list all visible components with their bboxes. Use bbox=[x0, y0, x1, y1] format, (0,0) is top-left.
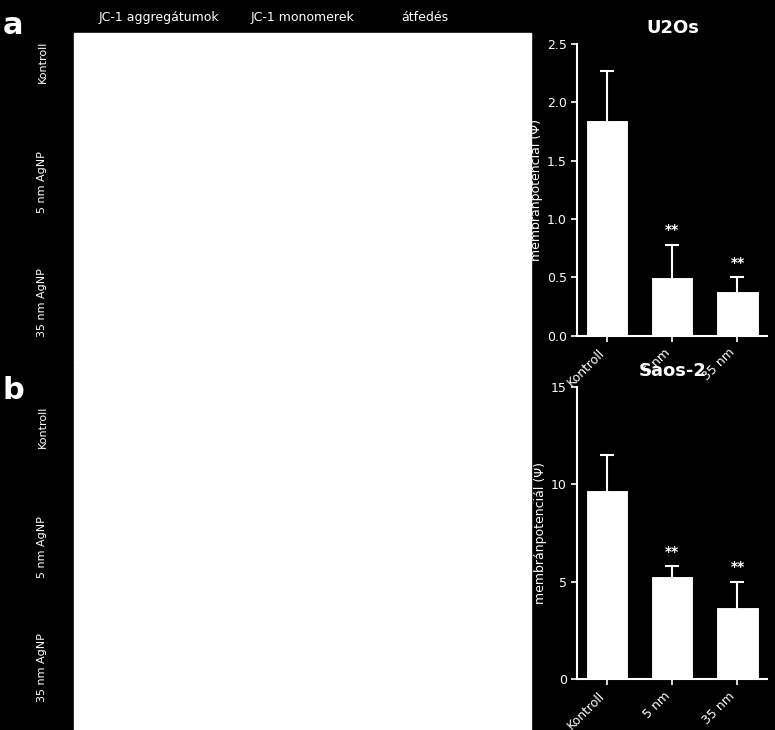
Text: Kontroll: Kontroll bbox=[37, 406, 47, 448]
Text: JC-1 monomerek: JC-1 monomerek bbox=[251, 11, 354, 24]
Text: 35 nm AgNP: 35 nm AgNP bbox=[37, 269, 47, 337]
Text: 35 nm AgNP: 35 nm AgNP bbox=[37, 634, 47, 702]
Bar bbox=[651, 576, 694, 679]
Text: JC-1 aggregátumok: JC-1 aggregátumok bbox=[99, 11, 219, 24]
Text: Kontroll: Kontroll bbox=[37, 41, 47, 83]
Text: a: a bbox=[2, 11, 23, 40]
Text: **: ** bbox=[665, 545, 680, 558]
Bar bbox=[586, 490, 629, 679]
Title: Saos-2: Saos-2 bbox=[639, 362, 706, 380]
Bar bbox=[586, 120, 629, 336]
Y-axis label: Mitokondrális
membránpotenciál (Ψ): Mitokondrális membránpotenciál (Ψ) bbox=[513, 119, 542, 261]
Bar bbox=[716, 291, 759, 336]
Title: U2Os: U2Os bbox=[646, 19, 699, 36]
Text: 5 nm AgNP: 5 nm AgNP bbox=[37, 152, 47, 213]
Text: 5 nm AgNP: 5 nm AgNP bbox=[37, 517, 47, 578]
FancyBboxPatch shape bbox=[74, 33, 531, 365]
FancyBboxPatch shape bbox=[74, 365, 531, 730]
Text: b: b bbox=[2, 376, 24, 405]
Y-axis label: Mitokondrális
membránpotenciál (Ψ): Mitokondrális membránpotenciál (Ψ) bbox=[517, 462, 547, 604]
Text: **: ** bbox=[665, 223, 680, 237]
Text: **: ** bbox=[730, 560, 745, 575]
Text: átfedés: átfedés bbox=[401, 11, 448, 24]
Bar bbox=[651, 277, 694, 336]
Bar bbox=[716, 607, 759, 679]
Text: **: ** bbox=[730, 256, 745, 270]
